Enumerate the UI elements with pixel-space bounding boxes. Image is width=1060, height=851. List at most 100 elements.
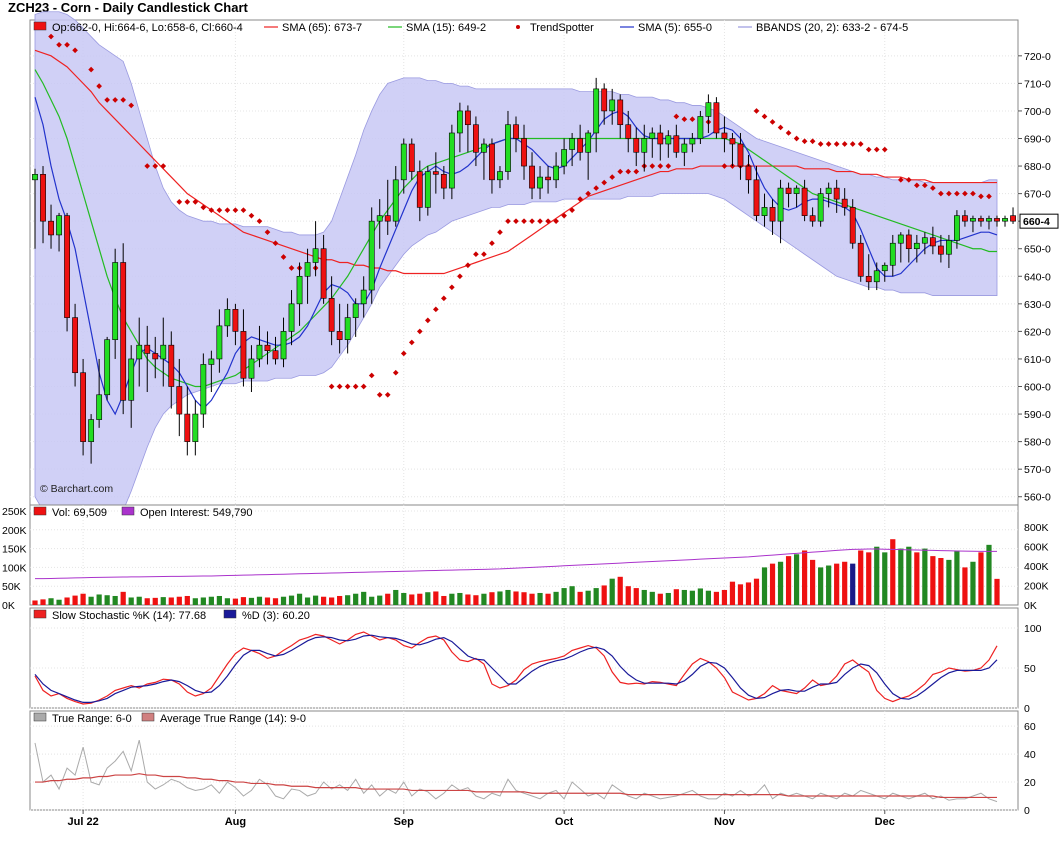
trendspotter-dot [649,163,656,169]
candle [1002,215,1008,227]
candle [833,179,840,213]
candle-body [545,176,551,181]
candle [328,276,335,346]
candle-body [312,248,319,263]
trendspotter-dot [954,190,960,197]
candle-body [569,138,576,150]
volume-bar [713,591,720,605]
volume-bar [441,595,447,605]
candle [56,212,62,252]
volume-bar [938,558,944,605]
volume-bar [882,552,888,605]
trendspotter-dot [617,168,624,175]
candle [673,124,680,158]
candle-body [721,132,728,139]
candle [761,193,768,227]
candle [777,179,784,244]
volume-bar [168,597,174,605]
candle [705,94,712,133]
volume-bar [337,595,343,605]
candle [665,130,672,158]
volume-bar [280,596,287,605]
trendspotter-dot [561,212,567,219]
volume-bar [377,595,383,605]
y-tick-label: 700-0 [1024,106,1051,118]
trendspotter-dot [392,369,399,376]
candle-body [400,143,407,181]
candle [857,234,864,282]
candle-body [392,179,399,222]
volume-bar [48,598,54,605]
trendspotter-dot [232,207,239,213]
candle-body [929,237,936,247]
candle [841,188,848,216]
volume-bar [136,596,142,605]
volume-bar [537,592,543,605]
candle-body [160,344,167,360]
candle-body [505,124,511,172]
candle-body [705,102,712,117]
tr-tick-label: 60 [1024,721,1036,733]
volume-bar [393,589,399,605]
candle [136,317,143,387]
volume-bar [320,596,327,605]
volume-bar [946,559,952,605]
x-tick-label: Dec [875,816,895,828]
volume-bar [369,596,375,605]
candle [216,309,223,373]
trendspotter-dot [433,306,439,313]
candle [649,127,656,158]
candle-body [280,331,287,360]
candle-body [296,275,303,305]
candle [529,152,535,200]
candle-body [785,187,792,194]
candle [432,152,439,194]
volume-bar [345,595,351,605]
candle-body [48,220,54,236]
trendspotter-dot [721,163,728,169]
legend-stoch-k-swatch [33,609,47,619]
volume-bar [569,586,575,605]
trendspotter-dot [577,196,583,202]
volume-bar [240,597,247,605]
volume-bar [120,591,126,605]
volume-bar [224,598,231,605]
candle [208,350,215,393]
candle [360,276,367,318]
x-tick-label: Jul 22 [68,816,99,828]
candle-body [104,339,111,396]
open-interest-line [35,548,997,580]
candle-body [657,132,664,145]
candle [352,298,359,337]
volume-bar [232,598,239,605]
candle [601,83,608,125]
trendspotter-dot [505,218,511,224]
volume-bar [216,595,222,605]
oi-tick-label: 600K [1024,542,1049,554]
volume-bar [425,592,431,605]
oi-tick-label: 200K [1024,581,1049,593]
candle-body [256,344,263,360]
candle [272,336,279,365]
candle-body [761,207,768,216]
candle-body [665,135,672,145]
volume-bar [545,593,551,605]
candle [264,331,271,365]
volume-bar [697,588,703,605]
volume-bar [673,589,679,605]
candle [248,345,255,393]
candle [569,132,576,167]
candle-body [521,138,527,167]
candle-body [192,413,199,442]
last-price-label: 660-4 [1023,216,1050,228]
candle [473,116,479,167]
candle-body [432,171,439,175]
x-tick-label: Oct [555,816,574,828]
candle [296,262,303,326]
volume-tick-label: 100K [2,562,27,574]
stoch-k-line [34,631,998,705]
candle [408,138,415,180]
volume-bar [88,596,94,605]
volume-bar [489,592,495,605]
